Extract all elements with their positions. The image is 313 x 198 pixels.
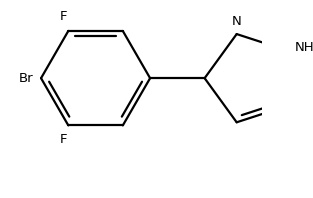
Text: F: F [60,10,68,23]
Text: N: N [232,14,242,28]
Text: F: F [60,133,68,146]
Text: NH: NH [295,41,313,54]
Text: Br: Br [19,72,33,85]
